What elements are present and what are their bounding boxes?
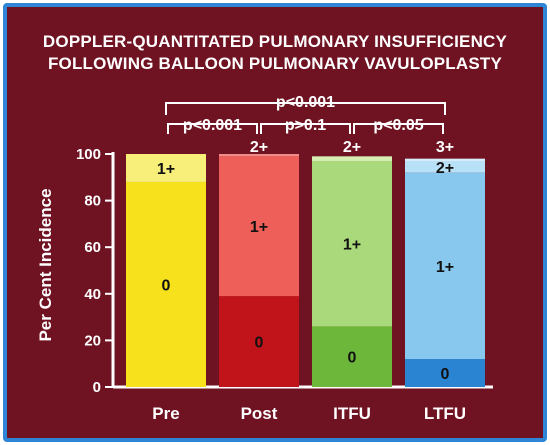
y-tick-label: 100 <box>76 146 101 163</box>
sig-pre-post-label: p<0.001 <box>183 117 242 134</box>
sig-post-itfu-label: p>0.1 <box>285 117 326 134</box>
sig-pre-ltfu-label: p<0.001 <box>276 94 335 111</box>
bar-segment-post-0 <box>219 296 299 387</box>
y-axis-label: Per Cent Incidence <box>36 188 55 341</box>
sig-itfu-ltfu-label: p<0.05 <box>373 117 423 134</box>
y-tick-label: 60 <box>84 239 101 256</box>
bar-segment-label: 1+ <box>343 237 361 254</box>
sig-pre-ltfu-bracket <box>165 102 446 115</box>
bar-segment-pre-1plus <box>126 154 206 182</box>
y-tick-label: 80 <box>84 193 101 210</box>
chart-svg: DOPPLER-QUANTITATED PULMONARY INSUFFICIE… <box>36 32 508 423</box>
bar-segment-label: 2+ <box>436 160 454 177</box>
bar-segment-post-1plus <box>219 156 299 297</box>
chart-title-line-2: FOLLOWING BALLOON PULMONARY VAVULOPLASTY <box>48 54 503 73</box>
x-category-label: Post <box>241 404 278 423</box>
bar-segment-label: 1+ <box>157 161 175 178</box>
bar-segment-label: 0 <box>255 335 264 352</box>
bar-segment-ltfu-1plus <box>405 172 485 360</box>
bar-segment-label: 0 <box>162 277 171 294</box>
y-tick-label: 40 <box>84 286 101 303</box>
above-bar-label: 2+ <box>343 139 361 156</box>
bar-segment-label: 1+ <box>436 259 454 276</box>
bar-segment-pre-0 <box>126 181 206 387</box>
bar-segment-ltfu-3plus <box>405 158 485 161</box>
chart-marks: 0 20 40 60 80 100 0 1+ Pre 0 1+ Post 0 1+ ITFU 0 1+ 2+ LTF… <box>76 94 493 423</box>
x-category-label: ITFU <box>333 404 371 423</box>
bar-segment-post-2plus <box>219 154 299 157</box>
bar-segment-label: 0 <box>441 366 450 383</box>
x-category-label: LTFU <box>424 404 466 423</box>
above-bar-label: 2+ <box>250 139 268 156</box>
above-bar-label: 3+ <box>436 139 454 156</box>
sig-itfu-ltfu-bracket <box>353 123 444 134</box>
bar-segment-ltfu-2plus <box>405 160 485 173</box>
sig-pre-post-bracket <box>167 123 258 134</box>
y-tick-label: 20 <box>84 332 101 349</box>
bar-segment-itfu-0 <box>312 326 392 387</box>
bar-segment-label: 0 <box>348 350 357 367</box>
bar-segment-label: 1+ <box>250 219 268 236</box>
bar-segment-itfu-1plus <box>312 160 392 327</box>
bar-segment-ltfu-0 <box>405 359 485 387</box>
bar-segment-itfu-2plus <box>312 156 392 161</box>
slide-frame: DOPPLER-QUANTITATED PULMONARY INSUFFICIE… <box>3 3 547 442</box>
y-tick-label: 0 <box>93 379 101 396</box>
chart-title-line-1: DOPPLER-QUANTITATED PULMONARY INSUFFICIE… <box>43 32 508 51</box>
sig-post-itfu-bracket <box>260 123 351 134</box>
x-category-label: Pre <box>152 404 179 423</box>
